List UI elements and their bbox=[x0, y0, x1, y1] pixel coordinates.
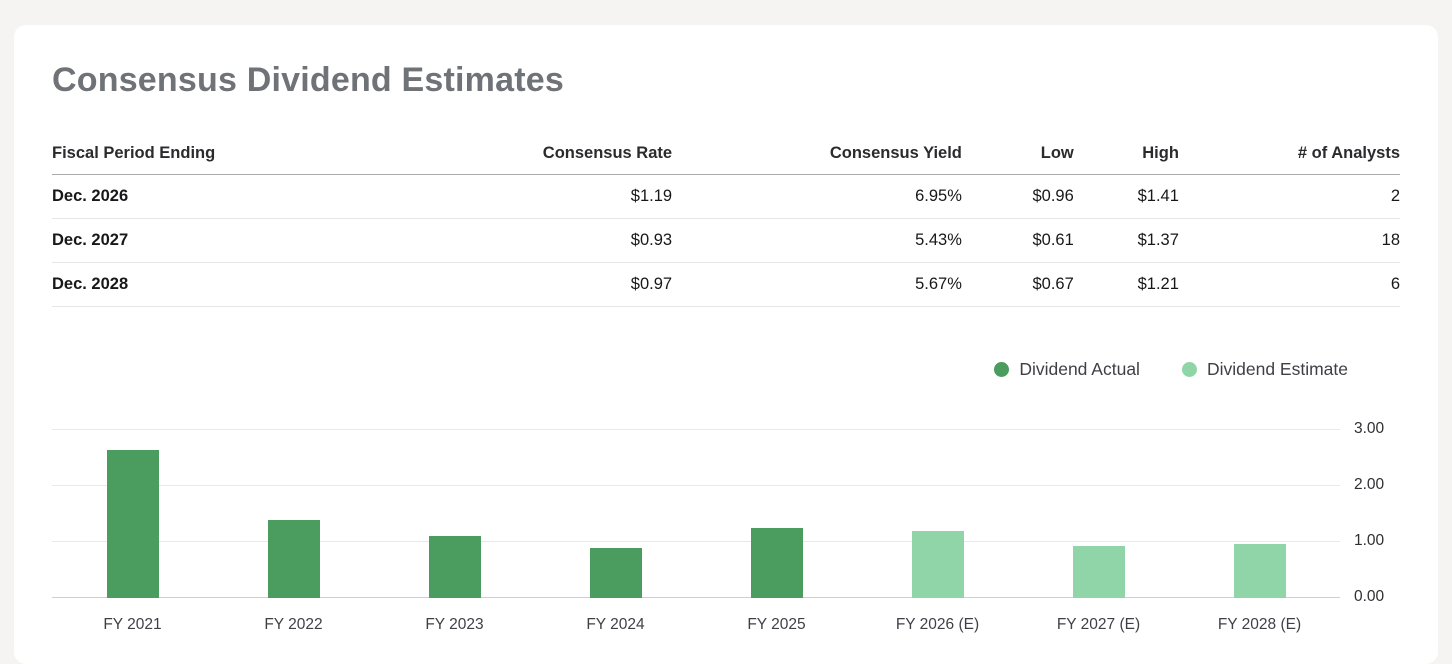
bar-fy-2027-e bbox=[1072, 545, 1125, 598]
cell-low: $0.61 bbox=[961, 218, 1074, 263]
dividend-chart: Dividend Actual Dividend Estimate 3.00 2.… bbox=[52, 359, 1400, 634]
cell-period: Dec. 2028 bbox=[52, 262, 484, 307]
bar-fy-2024 bbox=[589, 547, 642, 598]
cell-rate: $1.19 bbox=[483, 174, 673, 219]
col-header-fiscal-period: Fiscal Period Ending bbox=[52, 134, 484, 175]
x-axis-label: FY 2024 bbox=[586, 616, 645, 633]
x-axis-label: FY 2027 (E) bbox=[1056, 616, 1141, 633]
gridline bbox=[52, 541, 1340, 542]
x-axis-label: FY 2023 bbox=[425, 616, 484, 633]
bar-column bbox=[213, 430, 374, 598]
y-axis: 3.00 2.00 1.00 0.00 bbox=[1340, 420, 1400, 605]
legend-dot-estimate bbox=[1181, 362, 1197, 377]
chart-plot bbox=[52, 429, 1340, 598]
legend-dot-actual bbox=[994, 362, 1010, 377]
col-header-high: High bbox=[1073, 134, 1179, 175]
bar-fy-2028-e bbox=[1233, 543, 1286, 598]
gridline bbox=[52, 597, 1340, 598]
bar-column bbox=[535, 430, 696, 598]
gridline bbox=[52, 429, 1340, 430]
col-header-consensus-rate: Consensus Rate bbox=[483, 134, 673, 175]
cell-yield: 5.67% bbox=[672, 262, 962, 307]
cell-analysts: 6 bbox=[1178, 262, 1400, 307]
cell-high: $1.21 bbox=[1073, 262, 1179, 307]
x-axis-label: FY 2021 bbox=[103, 616, 162, 633]
x-axis-label: FY 2026 (E) bbox=[895, 616, 980, 633]
bar-column bbox=[857, 430, 1018, 598]
cell-low: $0.96 bbox=[961, 174, 1074, 219]
cell-yield: 6.95% bbox=[672, 174, 962, 219]
bar-column bbox=[374, 430, 535, 598]
bar-column bbox=[52, 430, 213, 598]
bar-fy-2021 bbox=[106, 449, 159, 598]
bar-fy-2023 bbox=[428, 536, 481, 598]
legend-label-actual: Dividend Actual bbox=[1019, 359, 1140, 379]
bar-fy-2025 bbox=[750, 528, 803, 598]
gridline bbox=[52, 485, 1340, 486]
cell-rate: $0.93 bbox=[483, 218, 673, 263]
y-tick-label: 3.00 bbox=[1354, 420, 1385, 437]
col-header-analysts: # of Analysts bbox=[1178, 134, 1400, 175]
cell-period: Dec. 2027 bbox=[52, 218, 484, 263]
x-axis-labels: FY 2021 FY 2022 FY 2023 FY 2024 FY 2025 FY 20… bbox=[52, 616, 1340, 634]
page-title: Consensus Dividend Estimates bbox=[52, 61, 564, 99]
y-tick-label: 0.00 bbox=[1354, 588, 1385, 605]
bar-column bbox=[696, 430, 857, 598]
table-row: Dec. 2028 $0.97 5.67% $0.67 $1.21 6 bbox=[52, 262, 1400, 307]
legend-item-dividend-actual[interactable]: Dividend Actual bbox=[994, 359, 1140, 380]
cell-low: $0.67 bbox=[961, 262, 1074, 307]
cell-analysts: 2 bbox=[1178, 174, 1400, 219]
x-axis-label: FY 2028 (E) bbox=[1217, 616, 1302, 633]
bar-fy-2026-e bbox=[911, 531, 964, 598]
cell-analysts: 18 bbox=[1178, 218, 1400, 263]
chart-legend: Dividend Actual Dividend Estimate bbox=[52, 359, 1400, 380]
cell-high: $1.41 bbox=[1073, 174, 1179, 219]
cell-yield: 5.43% bbox=[672, 218, 962, 263]
legend-item-dividend-estimate[interactable]: Dividend Estimate bbox=[1181, 359, 1348, 380]
y-tick-label: 2.00 bbox=[1354, 476, 1385, 493]
table-header-row: Fiscal Period Ending Consensus Rate Cons… bbox=[52, 134, 1400, 175]
bar-column bbox=[1018, 430, 1179, 598]
legend-label-estimate: Dividend Estimate bbox=[1206, 359, 1348, 379]
chart-body: 3.00 2.00 1.00 0.00 bbox=[52, 420, 1400, 605]
bars-row bbox=[52, 430, 1340, 598]
bar-column bbox=[1179, 430, 1340, 598]
table-row: Dec. 2027 $0.93 5.43% $0.61 $1.37 18 bbox=[52, 218, 1400, 263]
dividend-estimates-table: Fiscal Period Ending Consensus Rate Cons… bbox=[52, 134, 1400, 307]
cell-high: $1.37 bbox=[1073, 218, 1179, 263]
col-header-consensus-yield: Consensus Yield bbox=[672, 134, 962, 175]
cell-rate: $0.97 bbox=[483, 262, 673, 307]
y-tick-label: 1.00 bbox=[1354, 532, 1385, 549]
table-row: Dec. 2026 $1.19 6.95% $0.96 $1.41 2 bbox=[52, 174, 1400, 219]
bar-fy-2022 bbox=[267, 519, 320, 598]
col-header-low: Low bbox=[961, 134, 1074, 175]
x-axis-label: FY 2022 bbox=[264, 616, 323, 633]
cell-period: Dec. 2026 bbox=[52, 174, 484, 219]
x-axis-label: FY 2025 bbox=[747, 616, 806, 633]
consensus-dividend-card: Consensus Dividend Estimates Fiscal Peri… bbox=[14, 25, 1438, 664]
